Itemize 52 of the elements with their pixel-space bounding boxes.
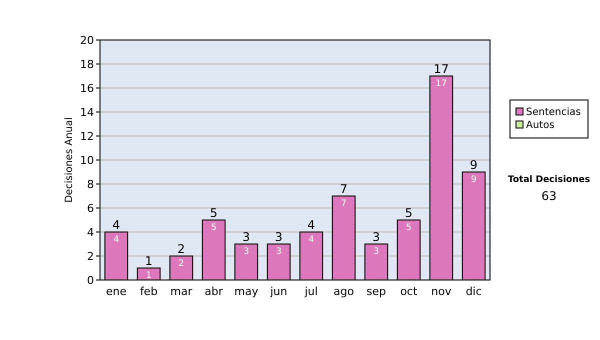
y-tick-label: 12 [80,130,94,143]
legend-label: Sentencias [526,107,581,118]
data-label: 7 [340,199,347,209]
y-tick-label: 18 [80,58,94,71]
x-tick-label: ene [106,285,127,298]
text: 63 [541,189,557,203]
y-tick-label: 10 [80,154,94,167]
data-label: 3 [373,247,380,257]
data-label: 2 [178,259,184,269]
data-label: 1 [146,271,152,281]
total-label: 2 [177,242,186,256]
x-tick-label: jul [304,285,318,298]
total-label: 3 [274,230,283,244]
y-tick-label: 14 [80,106,94,119]
x-tick-label: abr [204,285,224,298]
data-label: 9 [470,175,477,185]
total-label: 3 [372,230,380,244]
x-tick-label: ago [334,285,354,298]
y-axis-title: Decisiones Anual [64,117,75,203]
x-tick-label: mar [170,285,193,298]
total-label: 5 [210,206,218,220]
x-tick-label: feb [140,285,158,298]
total-label: 9 [470,158,478,172]
data-label: 4 [308,235,314,245]
total-label: 17 [434,62,449,76]
data-label: 4 [113,235,120,245]
y-tick-label: 4 [87,226,94,239]
total-label: 4 [112,218,120,232]
legend-label: Autos [526,120,554,131]
y-tick-label: 6 [87,202,94,215]
text: Total Decisiones [508,175,590,185]
x-tick-label: may [234,285,259,298]
data-label: 3 [276,247,282,257]
x-tick-label: jun [269,285,288,298]
y-tick-label: 0 [87,274,94,287]
total-label: 3 [242,230,250,244]
data-label: 17 [436,79,447,89]
total-label: 1 [144,254,153,268]
x-tick-label: dic [466,285,482,298]
total-label: 7 [340,182,348,196]
x-tick-label: nov [431,285,452,298]
data-label: 5 [406,223,412,233]
y-tick-label: 20 [80,34,94,47]
y-tick-label: 16 [80,82,94,95]
y-tick-label: 8 [87,178,94,191]
total-label: 4 [307,218,316,232]
y-tick-label: 2 [87,250,94,263]
total-label: 5 [404,206,413,220]
x-tick-label: sep [366,285,386,298]
data-label: 5 [210,223,217,233]
data-label: 3 [243,247,250,257]
x-tick-label: oct [400,285,418,298]
